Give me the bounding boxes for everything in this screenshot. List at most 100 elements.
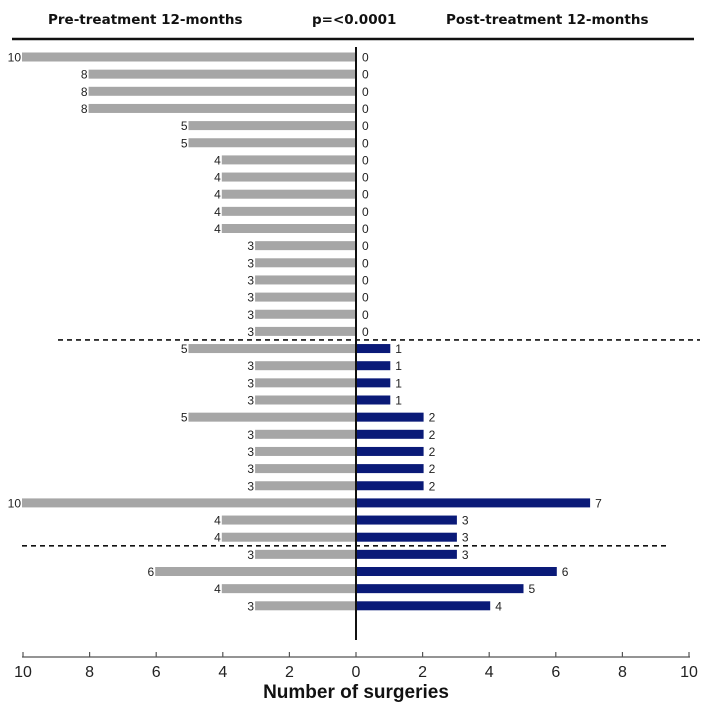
pre-bar-label: 3 — [247, 445, 254, 459]
post-bar — [357, 395, 391, 405]
post-bar — [357, 464, 424, 474]
pre-bar-label: 3 — [247, 273, 254, 287]
pre-bar — [255, 446, 355, 456]
pre-bar-label: 3 — [247, 376, 254, 390]
pre-bar-label: 4 — [214, 582, 221, 596]
post-bar-label: 1 — [395, 359, 402, 373]
post-bar-label: 2 — [429, 428, 436, 442]
pre-bar-label: 8 — [81, 102, 88, 116]
pre-bar-label: 5 — [181, 136, 188, 150]
pre-bar-label: 3 — [247, 599, 254, 613]
pre-bar — [255, 326, 355, 336]
x-axis-ticks: 10 8 6 4 2 0 2 4 6 8 10 — [14, 652, 698, 681]
pre-bar — [255, 361, 355, 371]
pre-bar — [255, 601, 355, 611]
post-bar-label: 0 — [362, 222, 369, 236]
x-tick-label: 8 — [618, 664, 627, 681]
post-bar-label: 2 — [429, 445, 436, 459]
pre-bar — [255, 378, 355, 388]
pre-bar-label: 4 — [214, 531, 221, 545]
bars-group: 10 0 8 0 8 0 8 0 5 0 5 0 4 0 4 0 4 0 4 0 4 0 3 0 3 0 3 0 3 0 3 0 3 0 5 1 3 1 3… — [8, 51, 602, 614]
post-bar — [357, 344, 391, 354]
pre-bar — [155, 567, 355, 576]
post-bar-label: 4 — [495, 599, 502, 613]
pre-bar-label: 4 — [214, 153, 221, 167]
pre-bar-label: 3 — [247, 462, 254, 476]
x-tick-label: 4 — [218, 664, 227, 681]
pre-bar-label: 3 — [247, 359, 254, 373]
pre-bar-label: 10 — [8, 496, 22, 510]
post-bar-label: 0 — [362, 291, 369, 305]
pre-bar-label: 6 — [148, 565, 155, 579]
pre-bar-label: 3 — [247, 291, 254, 305]
post-bar — [357, 498, 591, 508]
pre-bar-label: 3 — [247, 308, 254, 322]
post-bar-label: 7 — [595, 496, 602, 510]
post-bar-label: 3 — [462, 548, 469, 562]
pre-bar — [255, 309, 355, 319]
pre-bar — [255, 549, 355, 559]
p-value-header: p=<0.0001 — [312, 12, 396, 28]
post-bar-label: 1 — [395, 376, 402, 390]
pre-bar — [88, 86, 355, 96]
pre-bar-label: 8 — [81, 85, 88, 99]
post-bar-label: 2 — [429, 479, 436, 493]
pre-bar — [88, 103, 355, 113]
pre-bar-label: 5 — [181, 342, 188, 356]
post-bar-label: 2 — [429, 462, 436, 476]
pre-bar — [22, 498, 355, 508]
x-tick-label: 10 — [680, 664, 698, 681]
pre-bar — [255, 395, 355, 405]
post-bar-label: 1 — [395, 394, 402, 408]
pre-bar — [188, 412, 355, 422]
x-tick-label: 8 — [85, 664, 94, 681]
post-bar-label: 0 — [362, 273, 369, 287]
post-bar-label: 0 — [362, 136, 369, 150]
post-bar — [357, 446, 424, 456]
post-bar — [357, 515, 457, 525]
pre-bar-label: 3 — [247, 239, 254, 253]
post-bar-label: 0 — [362, 68, 369, 82]
post-bar — [357, 532, 457, 542]
pre-bar-label: 4 — [214, 222, 221, 236]
pre-bar — [255, 275, 355, 285]
pre-bar — [88, 69, 355, 79]
post-treatment-header: Post-treatment 12-months — [446, 12, 649, 28]
pre-bar-label: 5 — [181, 119, 188, 133]
post-bar — [357, 549, 457, 559]
pre-bar — [221, 155, 355, 165]
pre-bar-label: 4 — [214, 171, 221, 185]
post-bar — [357, 412, 424, 422]
post-bar — [357, 429, 424, 439]
pre-bar-label: 3 — [247, 394, 254, 408]
post-bar-label: 1 — [395, 342, 402, 356]
pre-bar — [188, 138, 355, 148]
pre-bar — [221, 206, 355, 216]
post-bar-label: 3 — [462, 531, 469, 545]
x-tick-label: 6 — [152, 664, 161, 681]
pre-bar — [188, 344, 355, 354]
post-bar-label: 3 — [462, 514, 469, 528]
x-tick-label: 4 — [485, 664, 494, 681]
x-tick-label: 0 — [352, 664, 361, 681]
pre-bar-label: 3 — [247, 479, 254, 493]
post-bar — [357, 361, 391, 371]
dividers-group — [22, 339, 700, 547]
pre-bar — [221, 172, 355, 182]
pre-bar — [221, 189, 355, 199]
pre-bar-label: 10 — [8, 51, 22, 65]
pre-bar — [221, 224, 355, 233]
pre-bar-label: 4 — [214, 188, 221, 202]
pre-bar-label: 5 — [181, 411, 188, 425]
post-bar — [357, 601, 491, 611]
pre-bar — [188, 121, 355, 131]
post-bar-label: 0 — [362, 102, 369, 116]
post-bar-label: 0 — [362, 85, 369, 99]
post-bar-label: 2 — [429, 411, 436, 425]
post-bar-label: 0 — [362, 308, 369, 322]
post-bar-label: 6 — [562, 565, 569, 579]
pre-bar-label: 3 — [247, 548, 254, 562]
x-tick-label: 10 — [14, 664, 32, 681]
pre-bar-label: 3 — [247, 256, 254, 270]
